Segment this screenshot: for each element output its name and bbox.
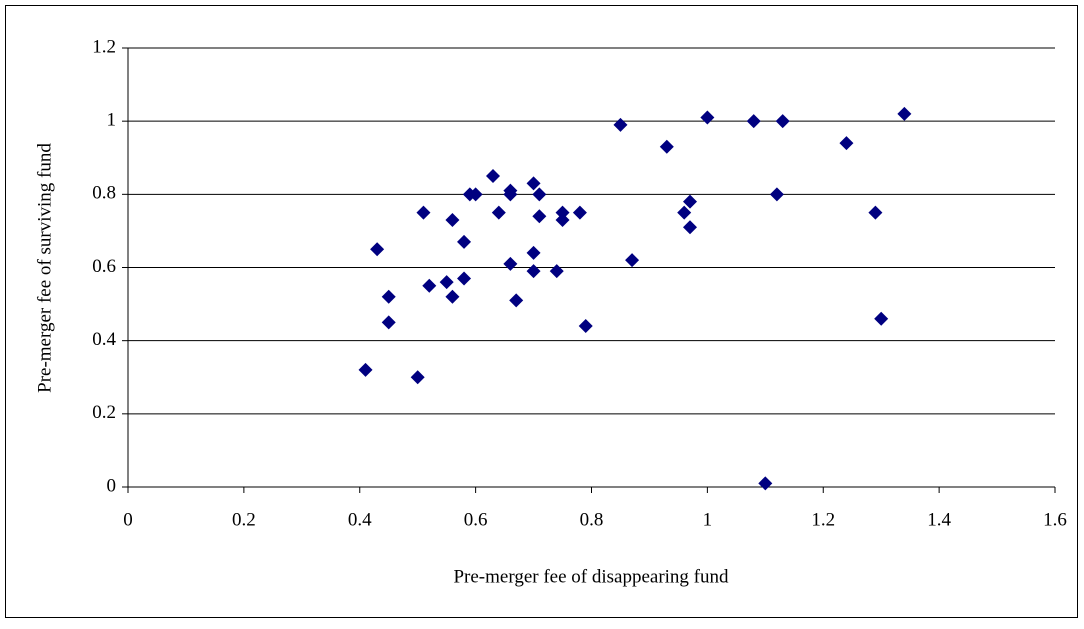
point <box>503 187 518 202</box>
point <box>439 275 454 290</box>
x-tick-label: 1.2 <box>811 509 835 530</box>
y-tick-label: 0.8 <box>92 183 116 204</box>
point <box>526 245 541 260</box>
y-tick-label: 1.2 <box>92 36 116 57</box>
point <box>410 370 425 385</box>
x-tick-label: 0.8 <box>580 509 604 530</box>
point <box>578 319 593 334</box>
x-tick-label: 0.4 <box>348 509 372 530</box>
y-tick-label: 0.6 <box>92 256 116 277</box>
point <box>526 176 541 191</box>
point <box>775 114 790 129</box>
point <box>677 205 692 220</box>
point <box>445 212 460 227</box>
y-tick-label: 0.4 <box>92 329 116 350</box>
x-tick-label: 0.2 <box>232 509 256 530</box>
point <box>625 253 640 268</box>
x-tick-label: 1.6 <box>1043 509 1067 530</box>
point <box>509 293 524 308</box>
point <box>659 139 674 154</box>
point <box>416 205 431 220</box>
point <box>370 242 385 257</box>
y-axis-label: Pre-merger fee of surviving fund <box>34 143 55 393</box>
point <box>526 264 541 279</box>
point <box>613 117 628 132</box>
point <box>874 311 889 326</box>
point <box>381 315 396 330</box>
point <box>457 234 472 249</box>
point <box>491 205 506 220</box>
x-tick-label: 0.6 <box>464 509 488 530</box>
point <box>555 212 570 227</box>
chart-frame <box>5 5 1078 618</box>
point <box>682 220 697 235</box>
point <box>532 187 547 202</box>
point <box>381 289 396 304</box>
point <box>682 194 697 209</box>
point <box>700 110 715 125</box>
point <box>532 209 547 224</box>
y-tick-label: 0.2 <box>92 402 116 423</box>
y-tick-label: 0 <box>107 475 117 496</box>
point <box>572 205 587 220</box>
point <box>457 271 472 286</box>
x-axis-label: Pre-merger fee of disappearing fund <box>453 566 729 587</box>
point <box>758 476 773 491</box>
point <box>468 187 483 202</box>
point <box>422 278 437 293</box>
point <box>746 114 761 129</box>
point <box>358 362 373 377</box>
point <box>486 169 501 184</box>
point <box>769 187 784 202</box>
point <box>555 205 570 220</box>
point <box>503 256 518 271</box>
point <box>868 205 883 220</box>
point <box>445 289 460 304</box>
point <box>549 264 564 279</box>
point <box>839 136 854 151</box>
x-tick-label: 1 <box>703 509 713 530</box>
x-tick-label: 1.4 <box>927 509 951 530</box>
x-tick-label: 0 <box>123 509 133 530</box>
point <box>897 106 912 121</box>
y-tick-label: 1 <box>107 110 117 131</box>
